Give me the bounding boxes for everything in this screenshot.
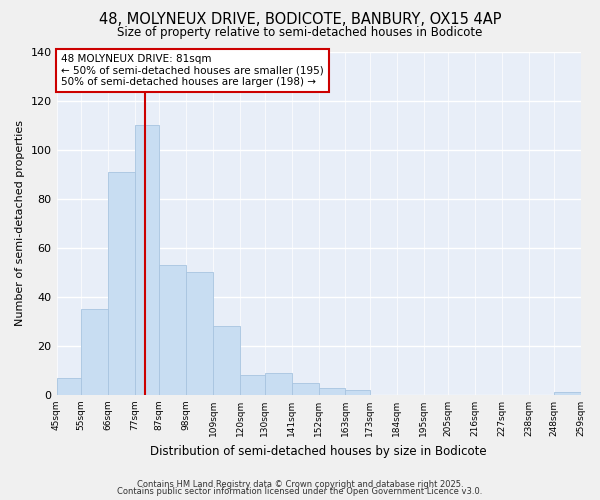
- Text: Contains public sector information licensed under the Open Government Licence v3: Contains public sector information licen…: [118, 487, 482, 496]
- Bar: [319, 388, 346, 395]
- Bar: [160, 265, 187, 395]
- Text: 48, MOLYNEUX DRIVE, BODICOTE, BANBURY, OX15 4AP: 48, MOLYNEUX DRIVE, BODICOTE, BANBURY, O…: [99, 12, 501, 28]
- Bar: [240, 376, 265, 395]
- Y-axis label: Number of semi-detached properties: Number of semi-detached properties: [15, 120, 25, 326]
- Bar: [213, 326, 240, 395]
- Bar: [187, 272, 213, 395]
- Bar: [108, 172, 135, 395]
- Bar: [554, 392, 581, 395]
- X-axis label: Distribution of semi-detached houses by size in Bodicote: Distribution of semi-detached houses by …: [150, 444, 487, 458]
- Bar: [81, 309, 108, 395]
- Bar: [265, 373, 292, 395]
- Text: 48 MOLYNEUX DRIVE: 81sqm
← 50% of semi-detached houses are smaller (195)
50% of : 48 MOLYNEUX DRIVE: 81sqm ← 50% of semi-d…: [61, 54, 324, 87]
- Bar: [56, 378, 81, 395]
- Bar: [292, 382, 319, 395]
- Text: Contains HM Land Registry data © Crown copyright and database right 2025.: Contains HM Land Registry data © Crown c…: [137, 480, 463, 489]
- Bar: [135, 125, 160, 395]
- Bar: [346, 390, 370, 395]
- Text: Size of property relative to semi-detached houses in Bodicote: Size of property relative to semi-detach…: [118, 26, 482, 39]
